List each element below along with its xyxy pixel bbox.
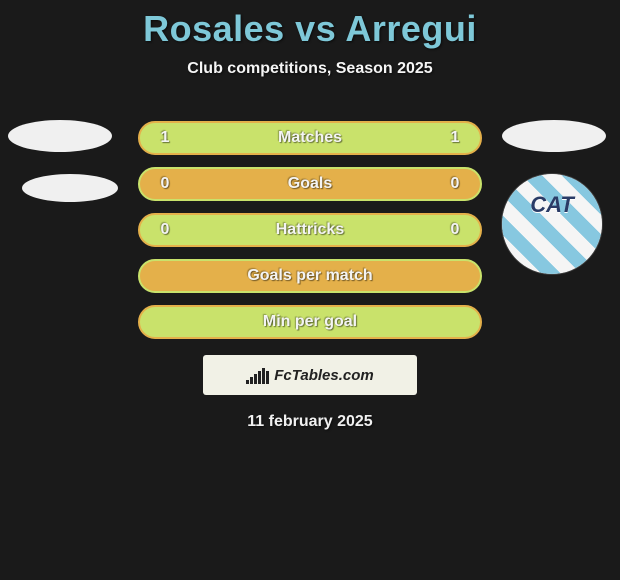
right-player-placeholder-1 [502, 120, 606, 152]
stat-right-value: 0 [444, 175, 466, 193]
chart-icon-bar [250, 377, 253, 384]
stat-label: Matches [176, 129, 444, 147]
stat-label: Goals [176, 175, 444, 193]
left-player-placeholder-1 [8, 120, 112, 152]
stat-row-hattricks: 0 Hattricks 0 [138, 213, 482, 247]
stat-right-value: 1 [444, 129, 466, 147]
stat-row-goals-per-match: Goals per match [138, 259, 482, 293]
chart-icon-bar [266, 371, 269, 384]
club-logo-letters: CAT [530, 192, 574, 218]
chart-icon-bar [258, 371, 261, 384]
stat-row-matches: 1 Matches 1 [138, 121, 482, 155]
stat-label: Goals per match [176, 267, 444, 285]
right-badge-column: CAT [502, 120, 612, 274]
chart-icon-bar [254, 374, 257, 384]
stat-label: Min per goal [176, 313, 444, 331]
chart-icon-bar [262, 368, 265, 384]
left-badge-column [8, 120, 118, 224]
stat-left-value: 0 [154, 221, 176, 239]
page-subtitle: Club competitions, Season 2025 [0, 60, 620, 78]
club-logo-stripes [502, 174, 602, 274]
left-player-placeholder-2 [22, 174, 118, 202]
page-title: Rosales vs Arregui [0, 0, 620, 50]
branding-text: FcTables.com [274, 367, 373, 384]
branding-badge: FcTables.com [203, 355, 417, 395]
club-logo: CAT [502, 174, 602, 274]
stat-left-value: 0 [154, 175, 176, 193]
stat-right-value: 0 [444, 221, 466, 239]
footer-date: 11 february 2025 [138, 413, 482, 431]
stat-row-goals: 0 Goals 0 [138, 167, 482, 201]
stat-row-min-per-goal: Min per goal [138, 305, 482, 339]
stat-label: Hattricks [176, 221, 444, 239]
stats-rows: 1 Matches 1 0 Goals 0 0 Hattricks 0 Goal… [138, 121, 482, 431]
stat-left-value: 1 [154, 129, 176, 147]
chart-icon [246, 366, 268, 384]
chart-icon-bar [246, 380, 249, 384]
